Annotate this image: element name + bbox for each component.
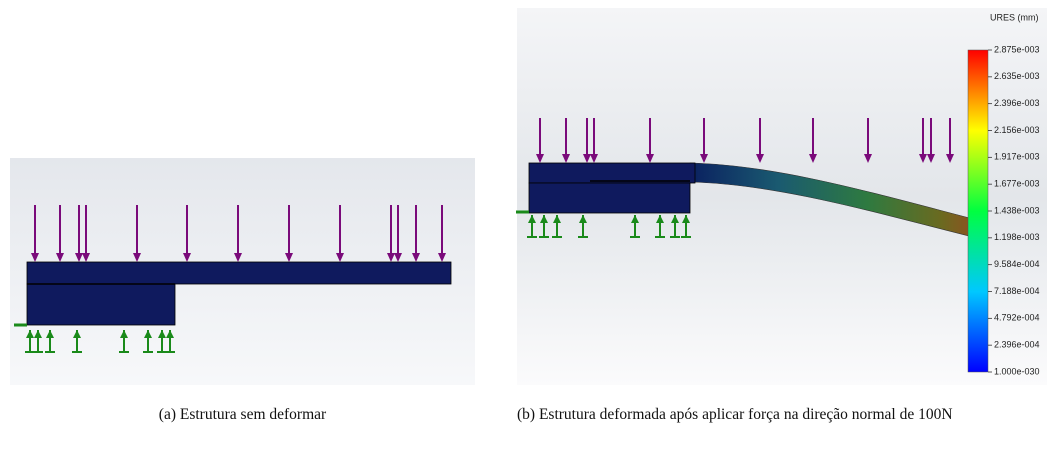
- color-bar: [968, 50, 988, 372]
- caption-b: (b) Estrutura deformada após aplicar for…: [517, 402, 1047, 427]
- legend-label: 2.875e-003: [994, 44, 1040, 54]
- legend-label: 1.677e-003: [994, 179, 1040, 189]
- legend-label: 1.198e-003: [994, 232, 1040, 242]
- figure: URES (mm) 2.875e-003 2.635e-003 2.396e-003…: [0, 0, 1052, 450]
- legend-label: 2.635e-003: [994, 71, 1040, 81]
- legend-label: 9.584e-004: [994, 259, 1040, 269]
- caption-a: (a) Estrutura sem deformar: [10, 402, 475, 427]
- legend-label: 7.188e-004: [994, 286, 1040, 296]
- legend-label: 4.792e-004: [994, 313, 1040, 323]
- legend-title: URES (mm): [990, 12, 1039, 22]
- legend-label: 1.917e-003: [994, 152, 1040, 162]
- legend-label: 1.000e-030: [994, 366, 1040, 376]
- legend-label: 2.396e-003: [994, 98, 1040, 108]
- legend-label: 2.156e-003: [994, 125, 1040, 135]
- figure-art: URES (mm) 2.875e-003 2.635e-003 2.396e-003…: [0, 0, 1052, 450]
- legend-label: 2.396e-004: [994, 340, 1040, 350]
- legend-label: 1.438e-003: [994, 205, 1040, 215]
